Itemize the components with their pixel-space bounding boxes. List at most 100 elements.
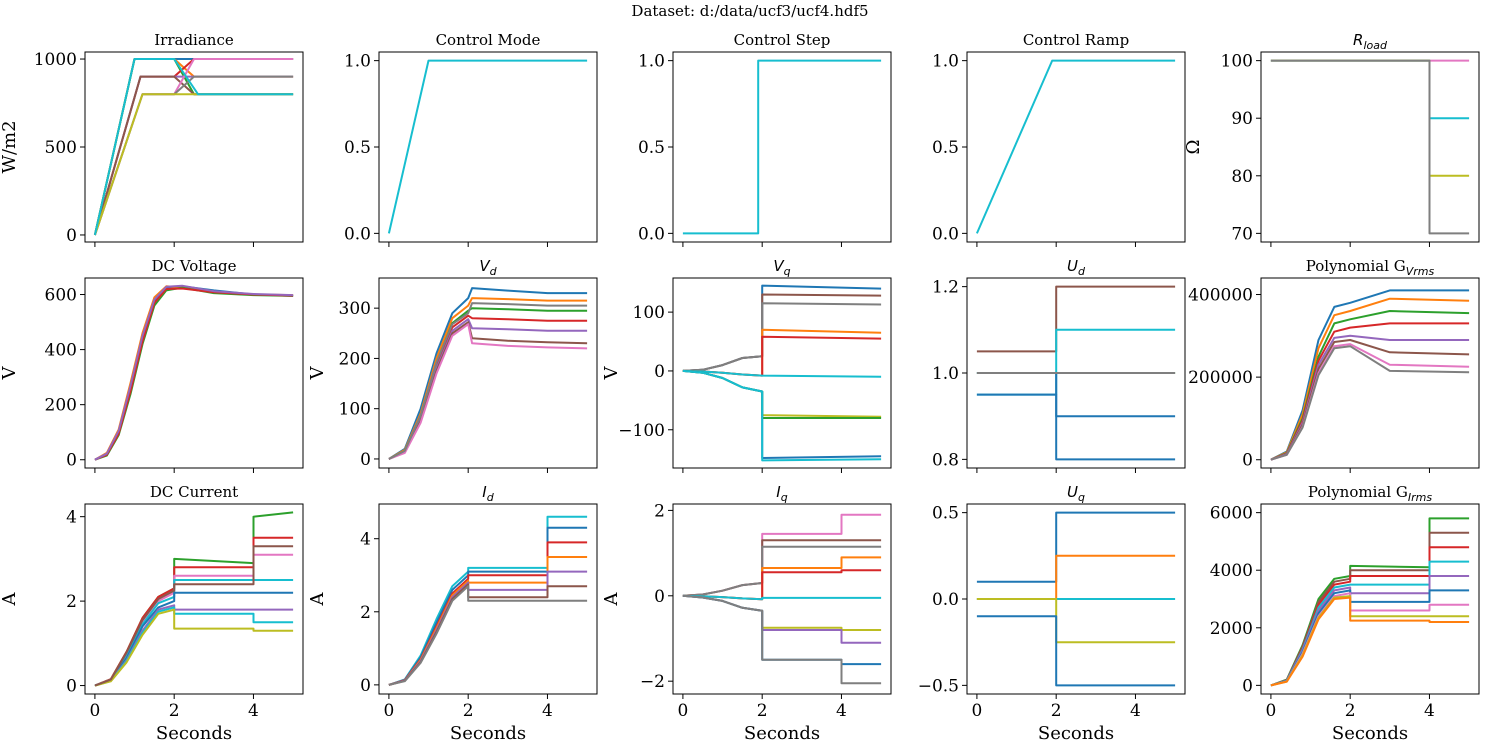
series-group <box>975 59 1176 234</box>
axes-frame <box>1260 503 1480 695</box>
y-tick-label: 1.0 <box>932 52 959 72</box>
y-axis-label: Ω <box>1183 140 1204 155</box>
series-line <box>94 284 294 461</box>
y-tick-label: 0 <box>66 677 77 697</box>
series-group <box>388 515 588 686</box>
y-tick-label: 0 <box>1242 451 1253 471</box>
series-line <box>94 545 294 687</box>
panel-title: DC Current <box>150 483 238 501</box>
series-line <box>388 302 588 460</box>
series-line <box>682 594 882 644</box>
x-axis-label: Seconds <box>1332 723 1408 744</box>
series-group <box>682 59 882 235</box>
x-tick-label: 0 <box>1265 701 1276 721</box>
y-tick-label: 2000 <box>1210 619 1253 639</box>
series-group <box>388 287 588 460</box>
series-line <box>976 554 1176 600</box>
series-line <box>94 608 294 687</box>
subplot-irradiance: 0 500 1000 Irradiance W/m2 <box>0 31 304 247</box>
series-line <box>682 59 882 235</box>
panel-title: Id <box>482 483 494 504</box>
subplot-control_step: 0.0 0.5 1.0 Control Step <box>638 31 892 247</box>
y-tick-label: 100 <box>1221 52 1253 72</box>
x-tick-label: 4 <box>1424 701 1435 721</box>
x-tick-label: 0 <box>383 701 394 721</box>
series-group <box>976 511 1176 687</box>
series-group <box>1270 517 1470 687</box>
y-tick-label: −100 <box>618 421 665 441</box>
series-line <box>94 604 294 687</box>
panel-title: Control Mode <box>436 31 541 49</box>
series-group <box>387 59 588 234</box>
series-line <box>682 369 882 418</box>
panel-title: Control Ramp <box>1023 31 1129 49</box>
y-tick-label: 100 <box>339 400 371 420</box>
series-line <box>1270 595 1470 687</box>
y-tick-label: 1000 <box>34 50 77 70</box>
y-tick-label: 0.5 <box>344 138 371 158</box>
axes-frame <box>84 503 304 695</box>
y-axis-label: A <box>601 592 622 607</box>
series-line <box>682 369 882 419</box>
subplot-dc_current: 0 2 4 0 2 4 DC Current A Seconds <box>0 483 304 744</box>
x-tick-label: 2 <box>757 701 768 721</box>
series-line <box>682 335 882 377</box>
x-tick-label: 2 <box>1051 701 1062 721</box>
y-tick-label: 400000 <box>1188 286 1253 306</box>
subplot-poly_girms: 0 2000 4000 6000 0 2 4 Polynomial GIrms Seconds <box>1210 483 1480 744</box>
series-line <box>93 93 294 236</box>
series-line <box>976 615 1176 687</box>
x-axis-label: Seconds <box>1038 723 1114 744</box>
y-tick-label: 4000 <box>1210 561 1253 581</box>
axes-frame <box>378 51 598 243</box>
axes-frame <box>1260 277 1480 469</box>
y-tick-label: 0 <box>360 450 371 470</box>
series-line <box>94 285 294 461</box>
x-axis-label: Seconds <box>156 723 232 744</box>
y-tick-label: 6000 <box>1210 504 1253 524</box>
series-line <box>976 511 1176 583</box>
x-tick-label: 2 <box>463 701 474 721</box>
panel-title: Vd <box>479 257 497 278</box>
panel-title: Irradiance <box>154 31 234 49</box>
subplot-ud: 0.8 1.0 1.2 Ud <box>932 257 1186 473</box>
subplot-uq: −0.5 0.0 0.5 0 2 4 Uq Seconds <box>918 483 1186 744</box>
y-tick-label: 4 <box>66 508 77 528</box>
y-tick-label: 0.8 <box>932 450 959 470</box>
series-line <box>1270 59 1470 120</box>
y-tick-label: 400 <box>45 341 77 361</box>
subplot-control_mode: 0.0 0.5 1.0 Control Mode <box>344 31 598 247</box>
series-line <box>682 594 882 685</box>
y-tick-label: 200 <box>339 349 371 369</box>
series-line <box>388 323 588 460</box>
x-tick-label: 4 <box>248 701 259 721</box>
series-line <box>94 287 294 461</box>
series-line <box>388 297 588 460</box>
series-line <box>1270 59 1470 235</box>
y-tick-label: 90 <box>1231 109 1253 129</box>
x-tick-label: 2 <box>169 701 180 721</box>
y-tick-label: 0.0 <box>932 224 959 244</box>
series-group <box>1270 59 1470 235</box>
panel-title: Vq <box>773 257 790 278</box>
y-tick-label: 1.2 <box>932 278 959 298</box>
panel-title: Uq <box>1067 483 1085 504</box>
series-line <box>682 369 882 462</box>
series-group <box>976 285 1176 461</box>
panel-title: DC Voltage <box>151 257 236 275</box>
y-tick-label: 2 <box>66 592 77 612</box>
y-tick-label: 0 <box>654 362 665 382</box>
series-line <box>388 321 588 460</box>
series-line <box>976 328 1176 396</box>
series-group <box>94 284 294 461</box>
axes-frame <box>672 51 892 243</box>
series-line <box>388 583 588 686</box>
subplot-vd: 0 100 200 300 Vd V <box>307 257 598 473</box>
y-tick-label: 500 <box>45 138 77 158</box>
series-line <box>976 598 1176 644</box>
series-line <box>94 579 294 687</box>
y-axis-label: V <box>601 366 622 381</box>
y-tick-label: 200 <box>45 396 77 416</box>
figure-suptitle: Dataset: d:/data/ucf3/ucf4.hdf5 <box>631 2 869 20</box>
panel-title: Polynomial GVrms <box>1306 257 1435 278</box>
